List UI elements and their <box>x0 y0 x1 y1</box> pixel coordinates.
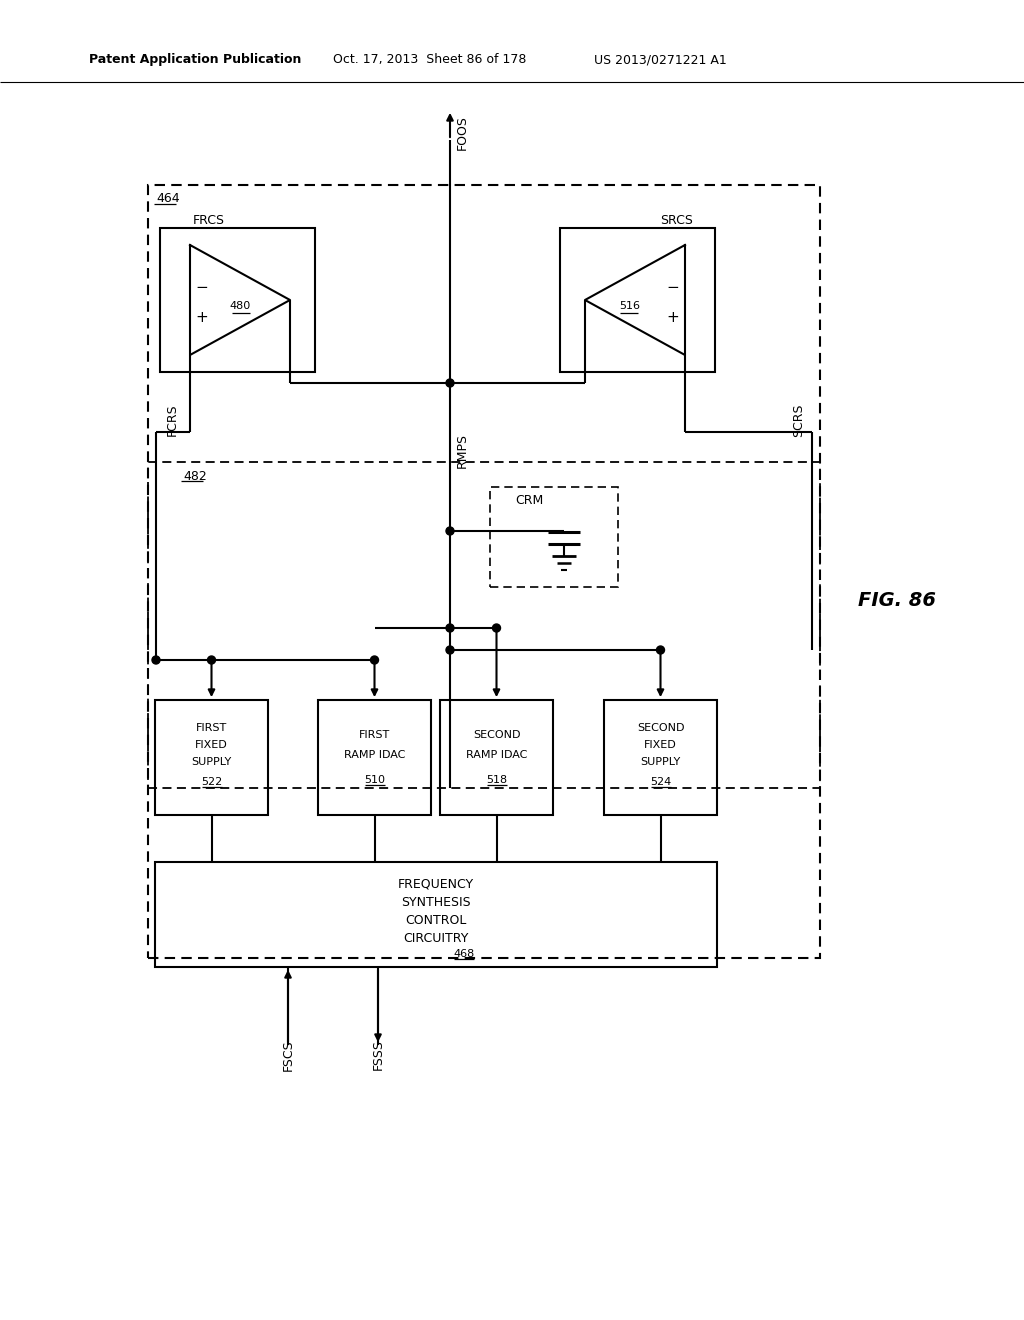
Text: FOOS: FOOS <box>456 116 469 150</box>
Text: FIRST: FIRST <box>358 730 390 741</box>
Text: −: − <box>196 281 208 296</box>
Text: 516: 516 <box>620 301 640 312</box>
Text: +: + <box>196 310 208 326</box>
Circle shape <box>446 624 454 632</box>
Text: FCRS: FCRS <box>166 404 179 437</box>
Text: FREQUENCY: FREQUENCY <box>398 878 474 891</box>
Bar <box>155 862 717 968</box>
Bar <box>490 487 618 587</box>
Circle shape <box>152 656 160 664</box>
Text: Patent Application Publication: Patent Application Publication <box>89 54 301 66</box>
Bar <box>148 185 820 958</box>
Text: FIRST: FIRST <box>196 723 227 733</box>
Bar <box>318 700 431 814</box>
Bar <box>440 700 553 814</box>
Text: 522: 522 <box>201 777 222 787</box>
Bar <box>160 228 315 372</box>
Text: 468: 468 <box>454 949 475 960</box>
Text: 510: 510 <box>364 775 385 785</box>
Text: FSSS: FSSS <box>372 1040 384 1071</box>
Text: CRM: CRM <box>515 495 544 507</box>
Text: FIXED: FIXED <box>196 741 228 750</box>
Circle shape <box>493 624 501 632</box>
Text: SECOND: SECOND <box>637 723 684 733</box>
Bar <box>148 462 820 788</box>
Text: SRCS: SRCS <box>660 214 693 227</box>
Text: CIRCUITRY: CIRCUITRY <box>403 932 469 945</box>
Text: FIXED: FIXED <box>644 741 677 750</box>
Circle shape <box>371 656 379 664</box>
Text: 524: 524 <box>650 777 671 787</box>
Text: RAMP IDAC: RAMP IDAC <box>466 750 527 760</box>
Text: 482: 482 <box>183 470 207 483</box>
Text: SYNTHESIS: SYNTHESIS <box>401 895 471 908</box>
Circle shape <box>446 645 454 653</box>
Circle shape <box>446 527 454 535</box>
Text: 480: 480 <box>229 301 251 312</box>
Text: +: + <box>667 310 679 326</box>
Text: US 2013/0271221 A1: US 2013/0271221 A1 <box>594 54 726 66</box>
Text: SECOND: SECOND <box>473 730 520 741</box>
Text: RMPS: RMPS <box>456 433 469 467</box>
Bar <box>560 228 715 372</box>
Text: FIG. 86: FIG. 86 <box>858 590 936 610</box>
Circle shape <box>446 379 454 387</box>
Text: FRCS: FRCS <box>193 214 225 227</box>
Text: SUPPLY: SUPPLY <box>640 756 681 767</box>
Circle shape <box>208 656 215 664</box>
Text: 464: 464 <box>156 193 179 206</box>
Text: CONTROL: CONTROL <box>406 913 467 927</box>
Text: −: − <box>667 281 679 296</box>
Text: SCRS: SCRS <box>792 403 805 437</box>
Circle shape <box>656 645 665 653</box>
Bar <box>155 700 268 814</box>
Bar <box>604 700 717 814</box>
Text: 518: 518 <box>486 775 507 785</box>
Text: Oct. 17, 2013  Sheet 86 of 178: Oct. 17, 2013 Sheet 86 of 178 <box>334 54 526 66</box>
Text: SUPPLY: SUPPLY <box>191 756 231 767</box>
Text: FSCS: FSCS <box>282 1039 295 1071</box>
Text: RAMP IDAC: RAMP IDAC <box>344 750 406 760</box>
